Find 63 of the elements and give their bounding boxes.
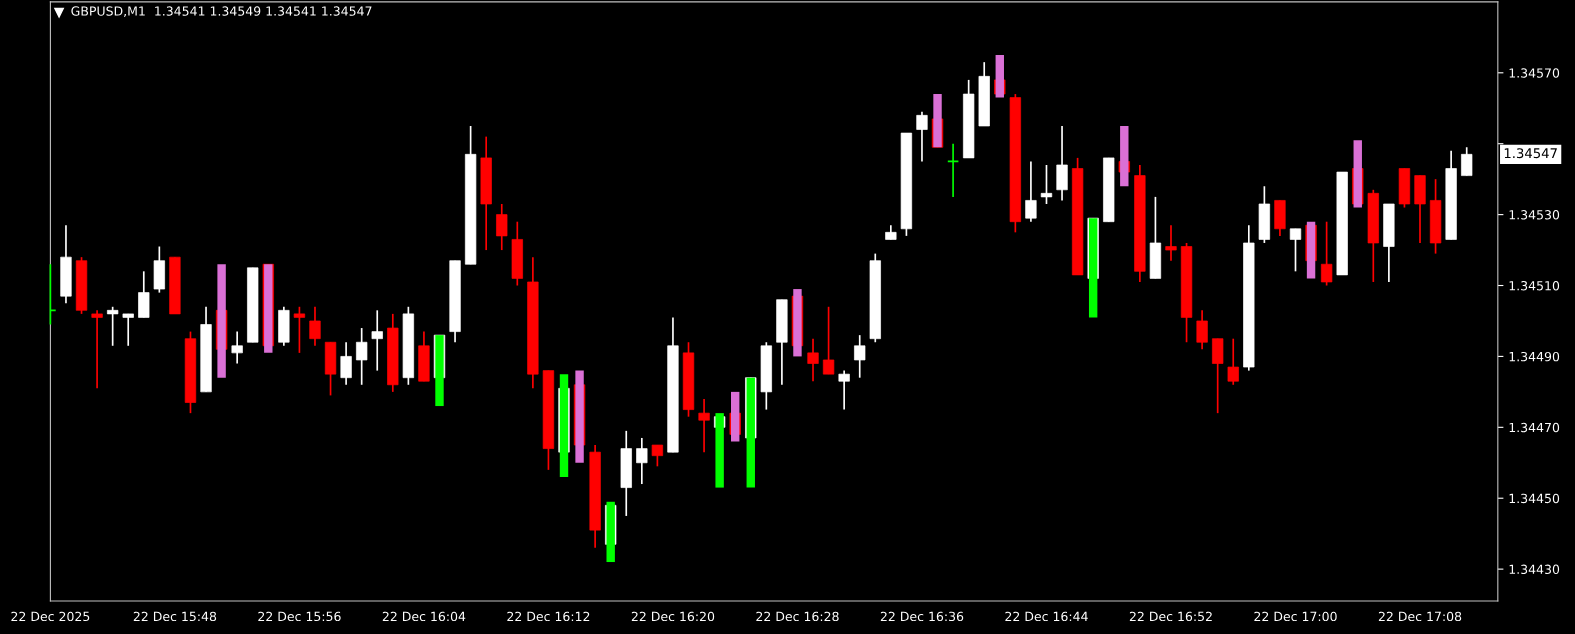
candlestick (1040, 164, 1053, 205)
candlestick (293, 305, 306, 354)
candlestick (698, 398, 710, 453)
candlestick (1025, 160, 1037, 223)
candlestick (1165, 224, 1177, 262)
x-tick-label: 22 Dec 2025 (11, 611, 90, 622)
candlestick (1196, 309, 1208, 351)
candlestick (807, 337, 819, 383)
bar (746, 377, 755, 488)
candlestick (1461, 146, 1473, 177)
candlestick (636, 437, 648, 485)
candlestick (1289, 227, 1302, 273)
bar (1120, 125, 1129, 187)
x-tick-label: 22 Dec 17:00 (1254, 611, 1337, 622)
bar (559, 374, 569, 477)
y-tick-label: 1.34570 (1509, 68, 1560, 78)
y-tick-label: 1.34510 (1509, 280, 1560, 291)
x-tick-label: 22 Dec 15:48 (133, 611, 217, 622)
candlestick (122, 313, 134, 347)
candlestick (822, 305, 835, 375)
candlestick (371, 309, 383, 372)
bar (575, 370, 584, 463)
y-tick-label: 1.34470 (1509, 422, 1560, 433)
candlestick (496, 203, 508, 251)
bar (995, 55, 1004, 98)
candlestick (854, 334, 866, 379)
candlestick (1227, 337, 1239, 386)
x-tick-label: 22 Dec 16:20 (631, 611, 715, 622)
text: 1.34547 (1504, 148, 1557, 159)
x-tick-label: 22 Dec 16:28 (756, 611, 839, 622)
x-tick-label: 22 Dec 15:56 (258, 611, 341, 622)
bar (793, 289, 802, 357)
candlestick (231, 330, 243, 365)
bar (1353, 140, 1362, 208)
y-tick-label: 1.34430 (1509, 564, 1560, 575)
bar (435, 335, 444, 407)
chart-title: GBPUSD,M1 1.34541 1.34549 1.34541 1.34547 (71, 6, 372, 18)
bar (264, 264, 273, 353)
y-tick-label: 1.34450 (1509, 493, 1560, 504)
x-tick-label: 22 Dec 17:08 (1378, 611, 1462, 622)
x-tick-label: 22 Dec 16:04 (382, 611, 466, 622)
candlestick (1320, 220, 1333, 287)
y-tick-label: 1.34530 (1509, 210, 1560, 220)
bar (933, 94, 942, 148)
bar (606, 501, 615, 563)
candlestick (91, 309, 103, 390)
bar (217, 264, 226, 378)
candlestick (838, 369, 850, 411)
candlestick (309, 305, 321, 347)
candlestick (107, 305, 119, 347)
x-tick-label: 22 Dec 16:44 (1005, 611, 1088, 622)
candlestick (356, 327, 368, 386)
bar (731, 391, 740, 442)
x-tick-label: 22 Dec 16:36 (880, 611, 964, 622)
x-tick-label: 22 Dec 16:12 (507, 611, 590, 622)
candlestick (340, 341, 352, 386)
bar (715, 413, 724, 488)
bar (1306, 221, 1316, 279)
candlestick (916, 110, 928, 163)
candlestick (651, 444, 664, 468)
y-tick-label: 1.34490 (1509, 351, 1560, 362)
bar (1088, 218, 1098, 318)
x-tick-label: 22 Dec 16:52 (1129, 611, 1212, 622)
